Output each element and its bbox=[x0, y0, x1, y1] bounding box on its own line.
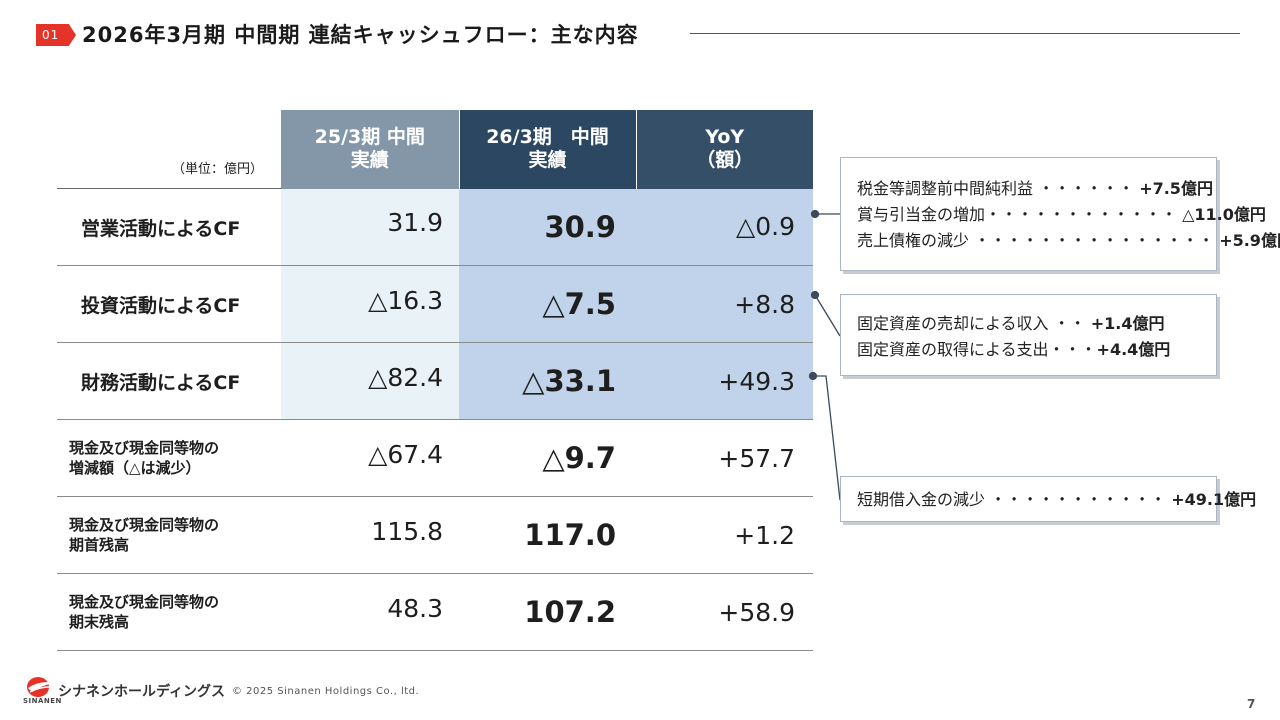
row-label: 財務活動によるCF bbox=[57, 342, 281, 420]
row-label: 投資活動によるCF bbox=[57, 265, 281, 343]
note-box-operating: 税金等調整前中間純利益 ・・・・・・ +7.5億円 賞与引当金の増加・・・・・・… bbox=[840, 157, 1280, 271]
value-yoy: +57.7 bbox=[636, 419, 813, 497]
row-label-line: 増減額（△は減少） bbox=[69, 459, 201, 477]
table-row: 現金及び現金同等物の 期末残高 48.3 107.2 +58.9 bbox=[57, 573, 813, 651]
section-badge: 01 bbox=[36, 24, 76, 46]
row-label-line: 現金及び現金同等物の bbox=[69, 592, 220, 611]
value-prev-text: △67.4 bbox=[368, 439, 443, 469]
value-prev: 115.8 bbox=[281, 496, 459, 574]
note-line: 賞与引当金の増加・・・・・・・・・・・・ △11.0億円 bbox=[857, 202, 1266, 228]
column-header-current: 26/3期 中間 実績 bbox=[459, 110, 637, 189]
company-name: シナネンホールディングス bbox=[58, 684, 226, 700]
value-prev-text: 115.8 bbox=[371, 516, 443, 546]
table-row: 現金及び現金同等物の 期首残高 115.8 117.0 +1.2 bbox=[57, 496, 813, 574]
value-current: △33.1 bbox=[459, 342, 636, 420]
value-current: 30.9 bbox=[459, 188, 636, 266]
value-yoy: +58.9 bbox=[636, 573, 813, 651]
note-line: 短期借入金の減少 ・・・・・・・・・・・ +49.1億円 bbox=[857, 487, 1256, 513]
column-header-line: YoY bbox=[705, 125, 745, 148]
row-label: 現金及び現金同等物の 期末残高 bbox=[57, 573, 281, 651]
value-current: △7.5 bbox=[459, 265, 636, 343]
note-amount: +49.1億円 bbox=[1171, 490, 1257, 509]
company-logo-icon bbox=[27, 677, 55, 697]
row-label-line: 現金及び現金同等物の bbox=[69, 515, 220, 534]
note-text: 賞与引当金の増加・・・・・・・・・・・・ bbox=[857, 205, 1183, 224]
company-sub-name: SINANEN bbox=[23, 697, 62, 705]
value-current: 117.0 bbox=[459, 496, 636, 574]
column-header-prev: 25/3期 中間 実績 bbox=[281, 110, 460, 189]
row-label-line: 期末残高 bbox=[69, 613, 130, 631]
column-header-yoy: YoY （額） bbox=[636, 110, 813, 189]
note-amount: +5.9億円 bbox=[1219, 231, 1280, 250]
note-line: 税金等調整前中間純利益 ・・・・・・ +7.5億円 bbox=[857, 176, 1213, 202]
table-row: 営業活動によるCF 31.9 30.9 △0.9 bbox=[57, 188, 813, 266]
value-current: △9.7 bbox=[459, 419, 636, 497]
note-amount: +7.5億円 bbox=[1139, 179, 1213, 198]
value-yoy: +49.3 bbox=[636, 342, 813, 420]
value-prev-text: △16.3 bbox=[368, 285, 443, 315]
value-prev: △16.3 bbox=[281, 265, 459, 343]
note-amount: +1.4億円 bbox=[1090, 314, 1165, 333]
value-prev-text: 48.3 bbox=[387, 593, 443, 623]
table-row: 投資活動によるCF △16.3 △7.5 +8.8 bbox=[57, 265, 813, 343]
page-number: 7 bbox=[1247, 697, 1256, 711]
unit-label: （単位：億円） bbox=[57, 110, 281, 189]
table-row: 財務活動によるCF △82.4 △33.1 +49.3 bbox=[57, 342, 813, 420]
note-text: 固定資産の取得による支出・・・ bbox=[857, 340, 1097, 359]
page-title: 2026年3月期 中間期 連結キャッシュフロー：主な内容 bbox=[82, 23, 639, 47]
connector-line-financing bbox=[815, 375, 841, 501]
note-text: 固定資産の売却による収入 ・・ bbox=[857, 314, 1091, 333]
value-prev-text: 31.9 bbox=[387, 208, 443, 238]
row-label-line: 期首残高 bbox=[69, 536, 130, 554]
column-header-line: （額） bbox=[696, 149, 754, 172]
column-header-line: 実績 bbox=[350, 149, 389, 172]
value-yoy: △0.9 bbox=[636, 188, 813, 266]
value-yoy: +8.8 bbox=[636, 265, 813, 343]
value-prev: △67.4 bbox=[281, 419, 459, 497]
note-text: 短期借入金の減少 ・・・・・・・・・・・ bbox=[857, 490, 1172, 509]
cash-flow-table: （単位：億円） 25/3期 中間 実績 26/3期 中間 実績 YoY （額） … bbox=[57, 110, 813, 651]
column-header-line: 25/3期 中間 bbox=[314, 125, 425, 148]
note-box-investing: 固定資産の売却による収入 ・・ +1.4億円 固定資産の取得による支出・・・+4… bbox=[840, 294, 1217, 376]
column-header-line: 26/3期 中間 bbox=[486, 125, 609, 148]
value-prev: 31.9 bbox=[281, 188, 459, 266]
note-amount: △11.0億円 bbox=[1182, 205, 1266, 224]
note-text: 売上債権の減少 ・・・・・・・・・・・・・・・ bbox=[857, 231, 1220, 250]
connector-line-investing bbox=[814, 294, 841, 337]
value-yoy: +1.2 bbox=[636, 496, 813, 574]
value-prev-text: △82.4 bbox=[368, 362, 443, 392]
note-line: 固定資産の売却による収入 ・・ +1.4億円 bbox=[857, 311, 1200, 337]
row-label: 現金及び現金同等物の 増減額（△は減少） bbox=[57, 419, 281, 497]
table-header-row: （単位：億円） 25/3期 中間 実績 26/3期 中間 実績 YoY （額） bbox=[57, 110, 813, 189]
note-line: 固定資産の取得による支出・・・+4.4億円 bbox=[857, 337, 1200, 363]
note-line: 売上債権の減少 ・・・・・・・・・・・・・・・ +5.9億円 bbox=[857, 228, 1280, 254]
value-current: 107.2 bbox=[459, 573, 636, 651]
copyright: © 2025 Sinanen Holdings Co., ltd. bbox=[232, 686, 420, 697]
table-row: 現金及び現金同等物の 増減額（△は減少） △67.4 △9.7 +57.7 bbox=[57, 419, 813, 497]
row-label: 現金及び現金同等物の 期首残高 bbox=[57, 496, 281, 574]
note-amount: +4.4億円 bbox=[1096, 340, 1171, 359]
note-text: 税金等調整前中間純利益 ・・・・・・ bbox=[857, 179, 1140, 198]
title-rule bbox=[690, 33, 1240, 34]
value-prev: 48.3 bbox=[281, 573, 459, 651]
row-label: 営業活動によるCF bbox=[57, 188, 281, 266]
column-header-line: 実績 bbox=[528, 149, 567, 172]
row-label-line: 現金及び現金同等物の bbox=[69, 438, 220, 457]
note-box-financing: 短期借入金の減少 ・・・・・・・・・・・ +49.1億円 bbox=[840, 476, 1256, 522]
value-prev: △82.4 bbox=[281, 342, 459, 420]
